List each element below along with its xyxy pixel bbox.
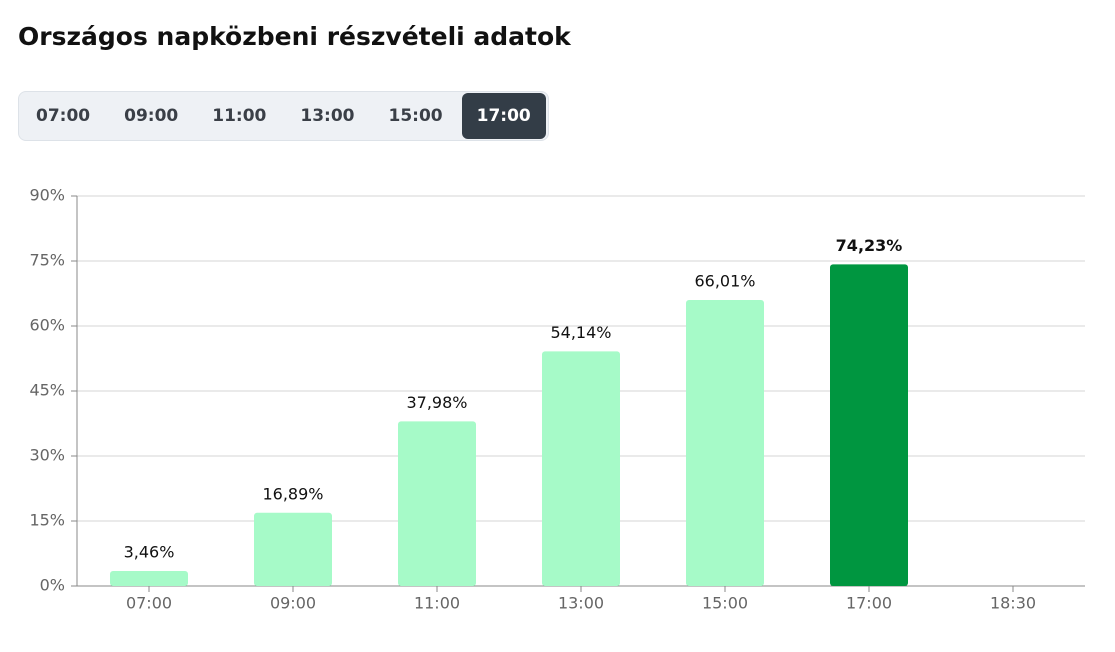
y-tick-label: 75% xyxy=(29,251,65,270)
y-tick-label: 45% xyxy=(29,381,65,400)
time-tab[interactable]: 07:00 xyxy=(36,106,91,126)
time-tab[interactable]: 17:00 xyxy=(461,93,546,139)
x-tick-label: 11:00 xyxy=(414,594,460,613)
y-tick-label: 90% xyxy=(29,186,65,205)
page-title: Országos napközbeni részvételi adatok xyxy=(18,22,571,51)
x-tick-label: 18:30 xyxy=(990,594,1036,613)
value-label: 37,98% xyxy=(406,393,467,412)
time-tab[interactable]: 13:00 xyxy=(300,106,355,126)
value-label: 74,23% xyxy=(836,236,903,255)
y-tick-label: 15% xyxy=(29,511,65,530)
bar xyxy=(110,571,188,586)
bar xyxy=(830,264,908,586)
x-tick-label: 17:00 xyxy=(846,594,892,613)
x-tick-label: 13:00 xyxy=(558,594,604,613)
y-tick-label: 0% xyxy=(40,576,65,595)
time-tab[interactable]: 09:00 xyxy=(124,106,179,126)
bar xyxy=(686,299,764,586)
bar xyxy=(254,512,332,586)
y-tick-label: 30% xyxy=(29,446,65,465)
value-label: 3,46% xyxy=(124,543,175,562)
value-label: 16,89% xyxy=(262,484,323,503)
x-tick-label: 07:00 xyxy=(126,594,172,613)
value-label: 54,14% xyxy=(550,323,611,342)
x-tick-label: 09:00 xyxy=(270,594,316,613)
value-label: 66,01% xyxy=(694,271,755,290)
bar xyxy=(398,421,476,586)
x-tick-label: 15:00 xyxy=(702,594,748,613)
time-tab[interactable]: 11:00 xyxy=(212,106,267,126)
time-tabs: 07:00 09:00 11:00 13:00 15:00 17:00 xyxy=(18,91,549,141)
y-tick-label: 60% xyxy=(29,316,65,335)
time-tab[interactable]: 15:00 xyxy=(388,106,443,126)
bar xyxy=(542,351,620,586)
